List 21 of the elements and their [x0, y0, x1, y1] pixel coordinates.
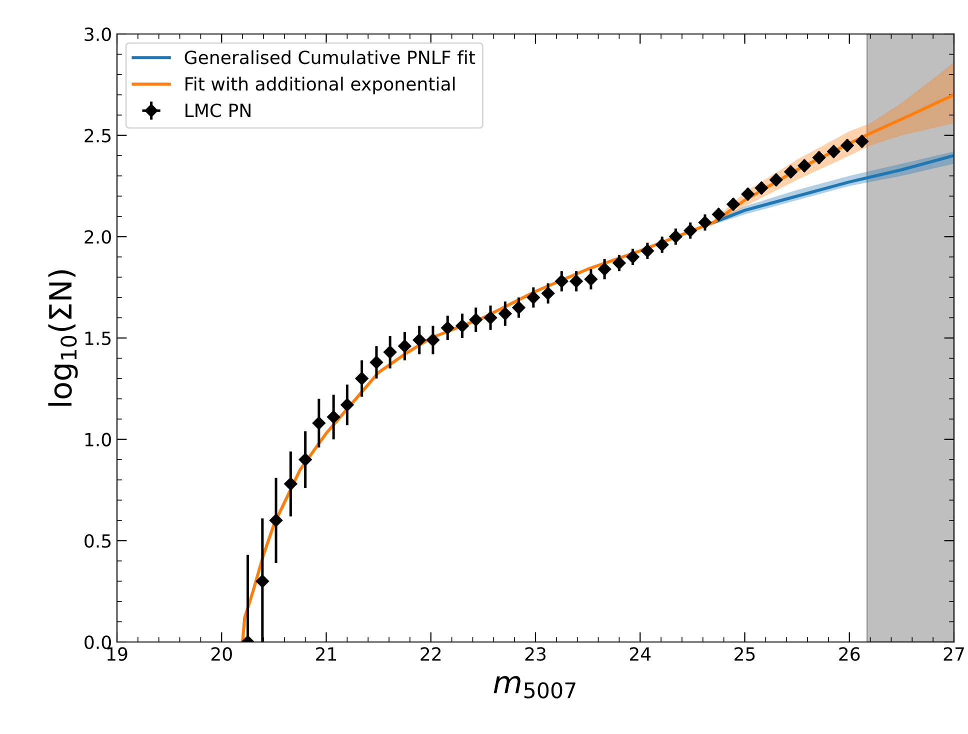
x-tick-label: 20 — [211, 647, 232, 661]
x-axis-title: m$_{5007}$ — [494, 676, 576, 698]
y-tick-label: 0.5 — [84, 534, 111, 548]
legend-label: LMC PN — [186, 104, 250, 118]
x-tick-label: 19 — [107, 647, 128, 661]
x-tick-label: 22 — [420, 647, 441, 661]
legend-label: Generalised Cumulative PNLF fit — [184, 50, 476, 64]
x-tick-label: 26 — [839, 647, 860, 661]
x-tick-label: 24 — [630, 647, 651, 661]
y-tick-label: 3.0 — [84, 27, 111, 42]
y-tick-label: 1.0 — [85, 432, 111, 446]
y-tick-label: 2.5 — [84, 128, 111, 142]
y-tick-label: 2.0 — [84, 230, 111, 244]
legend-label: Fit with additional exponential — [186, 76, 455, 94]
y-tick-label: 0.0 — [84, 635, 111, 650]
x-tick-label: 25 — [734, 647, 755, 661]
y-axis-title: log$_{10}$(ΣN) — [48, 270, 78, 406]
x-tick-label: 27 — [944, 647, 964, 661]
x-tick-label: 23 — [525, 647, 546, 661]
x-tick-label: 21 — [316, 647, 336, 661]
y-tick-label: 1.5 — [85, 332, 111, 346]
